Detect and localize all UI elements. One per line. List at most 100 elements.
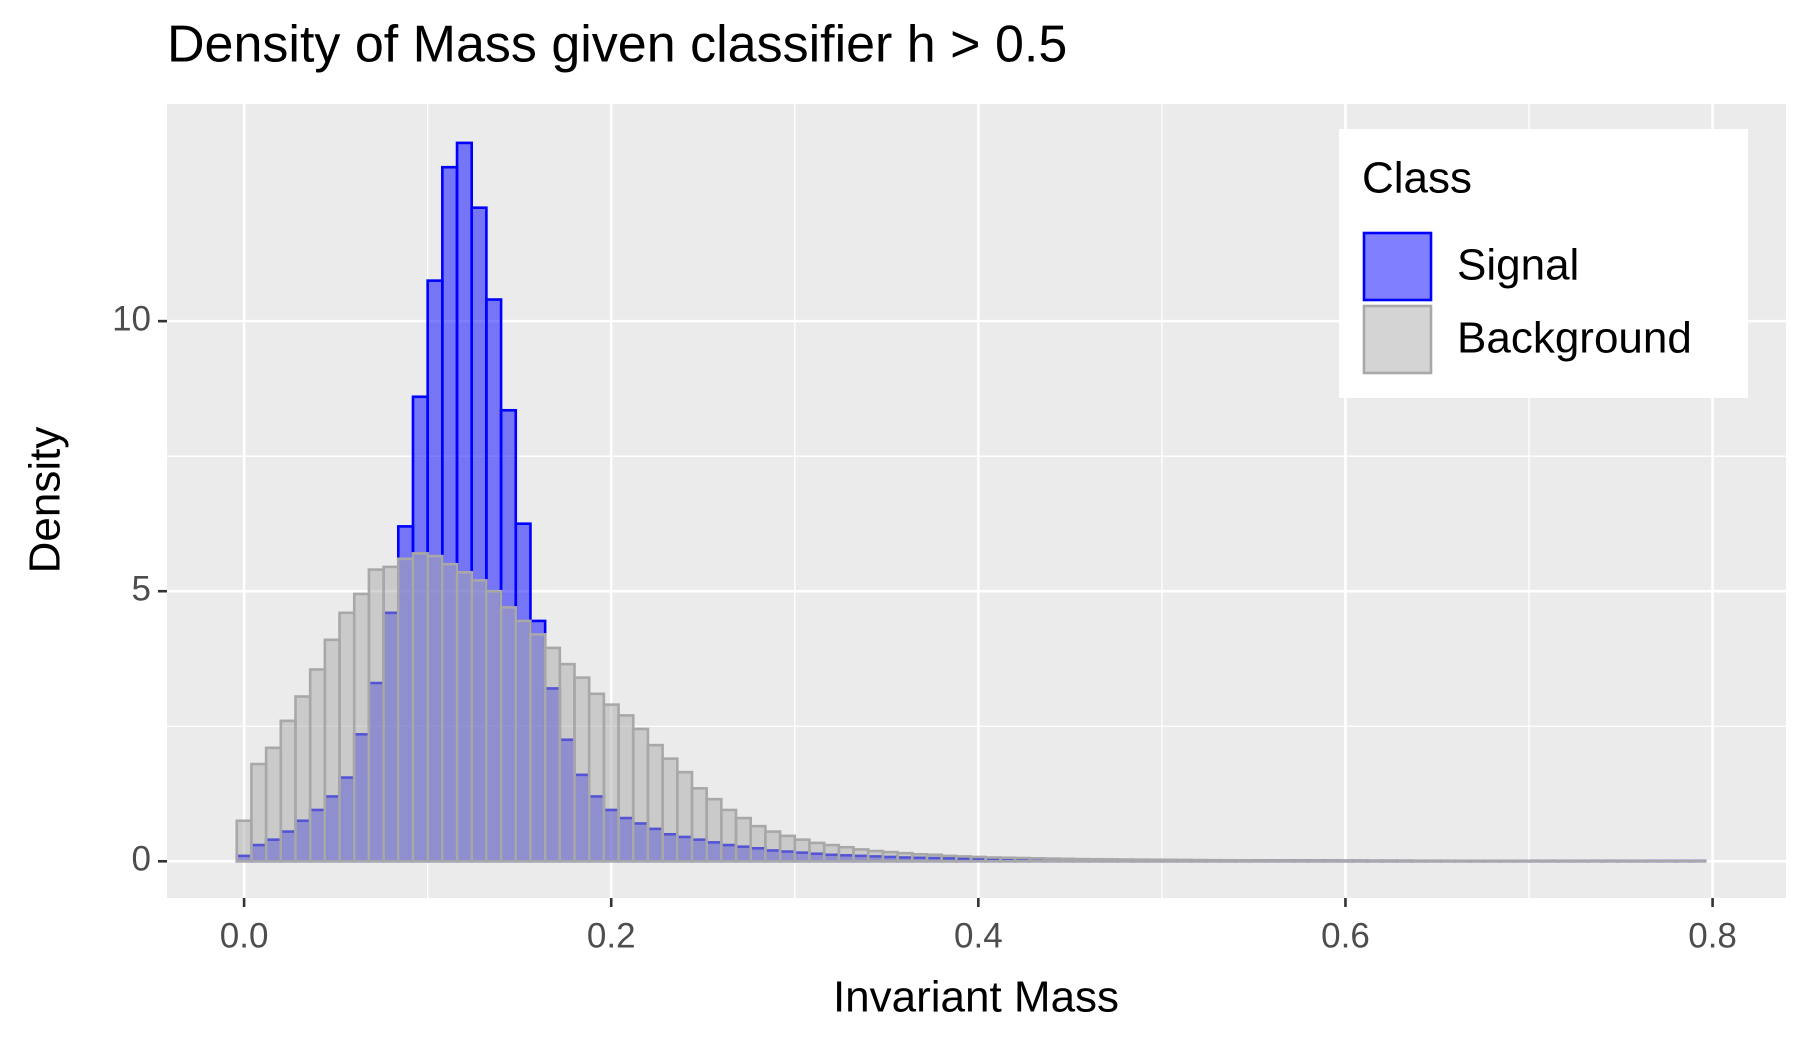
bars xyxy=(235,141,1707,863)
histogram-bar xyxy=(529,633,547,863)
histogram-bar xyxy=(1395,859,1413,863)
histogram-bar xyxy=(323,638,341,863)
y-axis-title: Density xyxy=(21,427,70,574)
y-tick-label: 0 xyxy=(132,840,151,879)
histogram-bar xyxy=(1043,857,1061,863)
x-tick-label: 0.4 xyxy=(954,916,1003,955)
chart-title: Density of Mass given classifier h > 0.5 xyxy=(167,16,1067,74)
histogram-bar xyxy=(411,552,429,863)
histogram-bar xyxy=(573,676,591,863)
histogram-bar xyxy=(955,855,973,863)
histogram-bar xyxy=(587,692,606,863)
histogram-bar xyxy=(1189,858,1208,863)
histogram-bar xyxy=(470,579,488,863)
histogram-bar xyxy=(646,743,664,863)
histogram-bar xyxy=(455,570,474,863)
histogram-bar xyxy=(1087,857,1105,863)
histogram-bar xyxy=(852,848,870,863)
histogram-bar xyxy=(1322,859,1340,863)
histogram-bar xyxy=(866,849,885,863)
histogram-bar xyxy=(1160,858,1178,863)
histogram-bar xyxy=(661,757,679,863)
histogram-bar xyxy=(543,646,562,863)
histogram-bar xyxy=(705,797,723,863)
histogram-bar xyxy=(1307,859,1325,863)
histogram-bar xyxy=(1336,859,1355,863)
histogram-bar xyxy=(940,854,958,863)
legend-key xyxy=(1362,304,1433,375)
histogram-bar xyxy=(1204,858,1222,863)
legend: Class Signal Background xyxy=(1339,129,1748,398)
histogram-bar xyxy=(426,554,444,863)
histogram-bar xyxy=(558,662,576,863)
histogram-bar xyxy=(675,770,694,863)
histogram-bar xyxy=(250,762,268,863)
histogram-bar xyxy=(617,714,635,863)
histogram-bar xyxy=(1219,858,1237,863)
histogram-bar xyxy=(778,834,797,863)
legend-label: Signal xyxy=(1457,241,1579,290)
histogram-bar xyxy=(1175,858,1193,863)
histogram-bar xyxy=(1292,859,1311,863)
legend-label: Background xyxy=(1457,314,1692,363)
histogram-bar xyxy=(690,787,708,863)
histogram-bar xyxy=(1131,858,1149,863)
histogram-bar xyxy=(1248,859,1266,863)
histogram-bar xyxy=(485,589,503,863)
histogram-bar xyxy=(793,838,811,863)
histogram-bar xyxy=(1424,859,1443,863)
histogram-bar xyxy=(514,619,532,863)
histogram-bar xyxy=(1072,857,1090,863)
histogram-bar xyxy=(1234,858,1252,863)
histogram-bar xyxy=(808,841,826,863)
histogram-bar xyxy=(1145,858,1164,863)
histogram-bar xyxy=(720,808,738,863)
histogram-bar xyxy=(1013,856,1032,863)
histogram-bar xyxy=(441,562,459,863)
legend-title: Class xyxy=(1362,154,1472,203)
histogram-bar xyxy=(499,606,518,863)
histogram-bar xyxy=(837,845,855,863)
histogram-bar xyxy=(734,816,753,863)
histogram-bar xyxy=(925,853,943,863)
histogram-bar xyxy=(352,592,371,863)
histogram-bar xyxy=(396,557,415,863)
histogram-bar xyxy=(764,830,782,863)
histogram-bar xyxy=(1278,859,1296,863)
histogram-bar xyxy=(749,824,767,863)
histogram-bar xyxy=(631,727,650,863)
histogram-bar xyxy=(279,719,297,863)
y-tick-label: 5 xyxy=(132,569,151,608)
legend-key xyxy=(1362,231,1433,302)
histogram-bar xyxy=(910,852,929,863)
histogram-bar xyxy=(1351,859,1369,863)
histogram-bar xyxy=(308,668,327,863)
histogram-bar xyxy=(382,565,400,863)
histogram-bar xyxy=(881,850,899,863)
histogram-bar xyxy=(338,611,356,863)
histogram-bar xyxy=(1263,859,1281,863)
histogram-bar xyxy=(602,703,620,863)
histogram-bar xyxy=(1410,859,1428,863)
histogram-bar xyxy=(896,851,914,863)
histogram-bar xyxy=(984,856,1002,863)
histogram-bar xyxy=(1366,859,1384,863)
histogram-bar xyxy=(822,843,841,863)
histogram-bar xyxy=(367,568,385,863)
x-tick-label: 0.2 xyxy=(587,916,636,955)
histogram-bar xyxy=(235,819,253,863)
histogram-bar xyxy=(1101,858,1120,863)
x-tick-label: 0.8 xyxy=(1688,916,1737,955)
histogram-bar xyxy=(969,855,987,863)
histogram-bar xyxy=(1057,857,1076,863)
histogram-bar xyxy=(999,856,1017,863)
x-axis-title: Invariant Mass xyxy=(833,973,1119,1022)
histogram-bar xyxy=(264,746,283,863)
histogram-bar xyxy=(1380,859,1399,863)
x-tick-label: 0.0 xyxy=(220,916,269,955)
histogram-bar xyxy=(1028,856,1046,863)
x-tick-label: 0.6 xyxy=(1321,916,1370,955)
histogram-bar xyxy=(1116,858,1134,863)
y-tick-label: 10 xyxy=(112,299,151,338)
